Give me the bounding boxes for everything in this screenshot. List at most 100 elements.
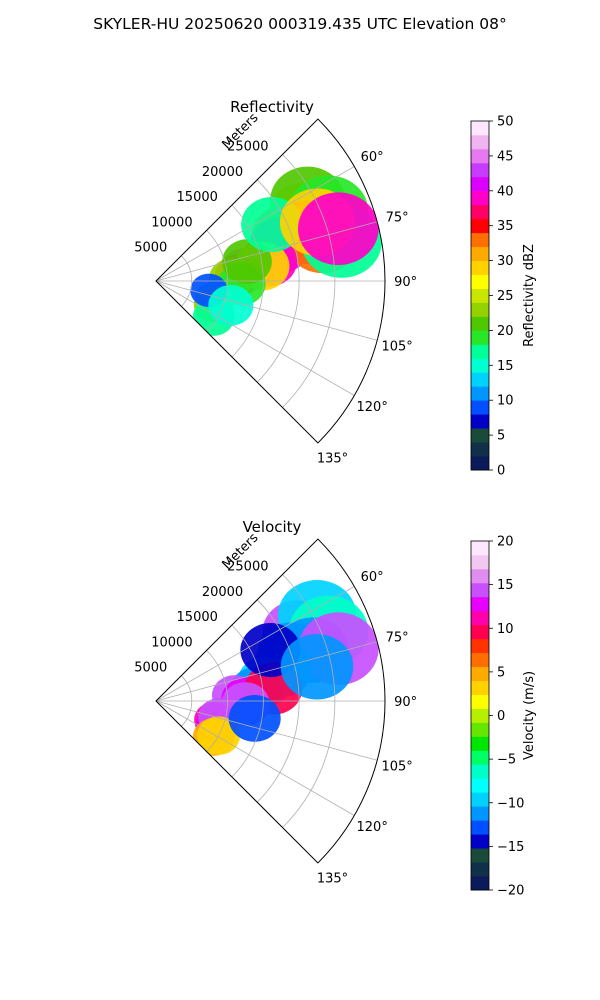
colorbar: 0 5 10 15 20 25 30 35 40 45 50 Reflectivity dBZ xyxy=(470,115,537,479)
colorbar-tick-label: 15 xyxy=(497,359,514,374)
polar-panel-velocity: Velocity500010000150002000025000Meters60… xyxy=(134,518,537,899)
range-tick-label: 15000 xyxy=(177,610,218,625)
colorbar-swatch xyxy=(471,708,489,723)
colorbar-swatch xyxy=(471,428,489,443)
colorbar-swatch xyxy=(471,596,489,612)
colorbar-swatch xyxy=(471,694,489,709)
azimuth-tick-label: 75° xyxy=(386,210,409,225)
colorbar-swatch xyxy=(471,386,489,401)
colorbar-swatch xyxy=(471,162,489,178)
colorbar-swatch xyxy=(471,414,489,429)
colorbar-tick-label: 5 xyxy=(497,429,505,444)
colorbar-label: Velocity (m/s) xyxy=(522,671,537,760)
azimuth-tick-label: 135° xyxy=(317,872,348,887)
range-tick-label: 15000 xyxy=(177,190,218,205)
radar-cell xyxy=(208,284,254,326)
azimuth-gridline xyxy=(155,700,355,816)
colorbar-tick-label: 10 xyxy=(497,394,514,409)
colorbar-swatch xyxy=(471,792,489,807)
colorbar-tick-label: 45 xyxy=(497,149,514,164)
colorbar-label: Reflectivity dBZ xyxy=(522,244,537,347)
colorbar-swatch xyxy=(471,456,489,471)
radar-cell xyxy=(222,239,272,285)
colorbar-swatch xyxy=(471,568,489,584)
colorbar-swatch xyxy=(471,820,489,835)
colorbar-tick-label: 40 xyxy=(497,184,514,199)
azimuth-tick-label: 90° xyxy=(394,275,417,290)
radar-cell xyxy=(228,694,281,742)
colorbar-swatch xyxy=(471,134,489,150)
colorbar-swatch xyxy=(471,302,489,317)
range-tick-label: 20000 xyxy=(202,165,243,180)
colorbar-swatch xyxy=(471,736,489,751)
colorbar-swatch xyxy=(471,148,489,164)
colorbar-swatch xyxy=(471,358,489,373)
azimuth-tick-label: 120° xyxy=(357,820,388,835)
colorbar-swatch xyxy=(471,778,489,793)
panel-title: Velocity xyxy=(243,518,302,536)
colorbar-tick-label: 10 xyxy=(497,622,514,637)
colorbar-tick-label: 20 xyxy=(497,324,514,339)
colorbar-swatch xyxy=(471,246,489,261)
colorbar-tick-label: 20 xyxy=(497,535,514,550)
colorbar-tick-label: 30 xyxy=(497,254,514,269)
azimuth-tick-label: 75° xyxy=(386,630,409,645)
colorbar: −20 −15 −10 −5 0 5 10 15 20 Velocity (m/s) xyxy=(470,535,537,899)
colorbar-tick-label: 25 xyxy=(497,289,514,304)
colorbar-tick-label: 15 xyxy=(497,578,514,593)
colorbar-swatch xyxy=(471,638,489,654)
panel-title: Reflectivity xyxy=(230,98,314,116)
colorbar-swatch xyxy=(471,190,489,206)
colorbar-swatch xyxy=(471,232,489,248)
colorbar-tick-label: 5 xyxy=(497,665,505,680)
colorbar-swatch xyxy=(471,218,489,234)
colorbar-swatch xyxy=(471,848,489,863)
colorbar-swatch xyxy=(471,652,489,668)
colorbar-tick-label: −5 xyxy=(497,753,516,768)
colorbar-swatch xyxy=(471,764,489,779)
colorbar-swatch xyxy=(471,274,489,289)
range-tick-label: 5000 xyxy=(134,241,167,256)
colorbar-swatch xyxy=(471,666,489,681)
colorbar-swatch xyxy=(471,624,489,640)
colorbar-swatch xyxy=(471,260,489,275)
azimuth-tick-label: 60° xyxy=(361,150,384,165)
range-tick-label: 10000 xyxy=(151,635,192,650)
colorbar-swatch xyxy=(471,554,489,570)
colorbar-swatch xyxy=(471,316,489,331)
range-tick-label: 10000 xyxy=(151,215,192,230)
colorbar-swatch xyxy=(471,541,489,556)
colorbar-tick-label: −10 xyxy=(497,796,524,811)
range-tick-label: 20000 xyxy=(202,585,243,600)
azimuth-tick-label: 105° xyxy=(381,760,412,775)
colorbar-tick-label: 50 xyxy=(497,115,514,130)
azimuth-gridline xyxy=(155,700,378,761)
colorbar-swatch xyxy=(471,400,489,415)
colorbar-tick-label: 0 xyxy=(497,709,505,724)
azimuth-tick-label: 135° xyxy=(317,452,348,467)
radar-field xyxy=(192,580,379,756)
colorbar-swatch xyxy=(471,862,489,877)
polar-frame xyxy=(155,118,386,444)
azimuth-tick-label: 90° xyxy=(394,695,417,710)
colorbar-tick-label: −15 xyxy=(497,840,524,855)
colorbar-swatch xyxy=(471,806,489,821)
polar-panel-reflectivity: Reflectivity500010000150002000025000Mete… xyxy=(134,98,537,479)
colorbar-swatch xyxy=(471,204,489,220)
colorbar-swatch xyxy=(471,176,489,192)
azimuth-gridline xyxy=(155,166,355,282)
azimuth-tick-label: 105° xyxy=(381,340,412,355)
colorbar-swatch xyxy=(471,680,489,695)
radar-cell xyxy=(280,634,354,700)
azimuth-gridline xyxy=(155,586,355,702)
colorbar-tick-label: 0 xyxy=(497,464,505,479)
polar-frame xyxy=(155,538,386,864)
colorbar-swatch xyxy=(471,750,489,765)
colorbar-swatch xyxy=(471,330,489,345)
azimuth-gridline xyxy=(155,280,378,341)
range-tick-label: 5000 xyxy=(134,661,167,676)
azimuth-tick-label: 120° xyxy=(357,400,388,415)
colorbar-swatch xyxy=(471,372,489,387)
